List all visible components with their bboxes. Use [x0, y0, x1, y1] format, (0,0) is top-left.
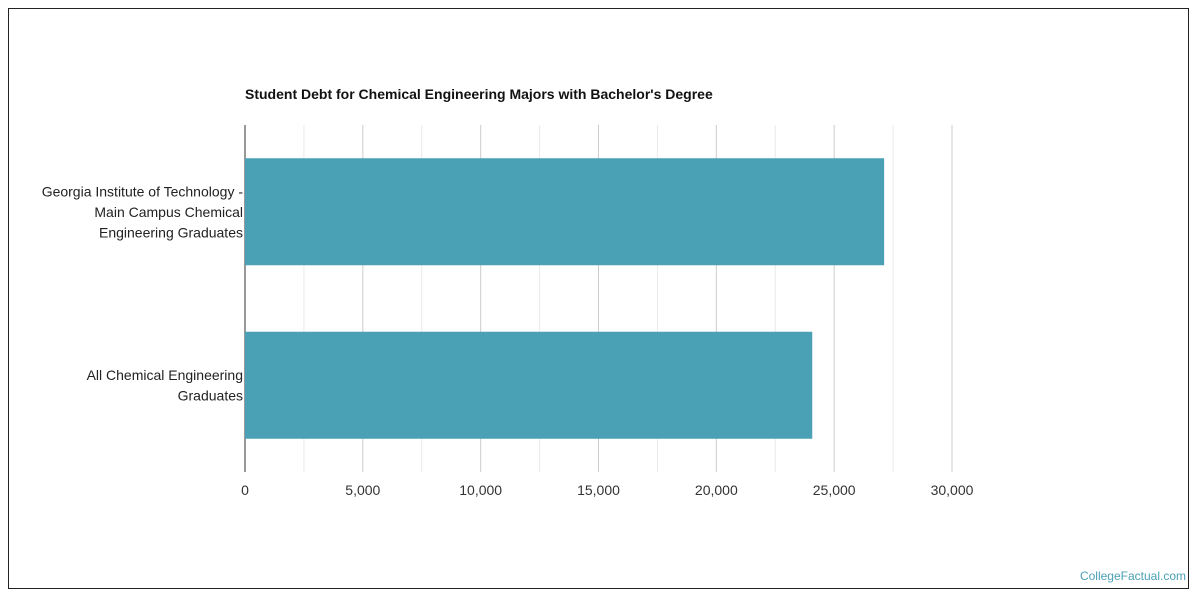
x-tick-label: 20,000 — [695, 482, 738, 498]
x-tick-label: 25,000 — [813, 482, 856, 498]
x-tick-label: 5,000 — [345, 482, 380, 498]
bar — [245, 158, 885, 266]
bar — [245, 331, 813, 439]
x-tick-label: 15,000 — [577, 482, 620, 498]
x-tick-label: 0 — [241, 482, 249, 498]
x-tick-label: 30,000 — [931, 482, 974, 498]
category-label: All Chemical Engineering Graduates — [87, 367, 243, 404]
credit-link[interactable]: CollegeFactual.com — [1079, 569, 1186, 583]
chart-title: Student Debt for Chemical Engineering Ma… — [245, 86, 713, 102]
category-label: Georgia Institute of Technology -Main Ca… — [42, 183, 244, 240]
x-tick-label: 10,000 — [459, 482, 502, 498]
